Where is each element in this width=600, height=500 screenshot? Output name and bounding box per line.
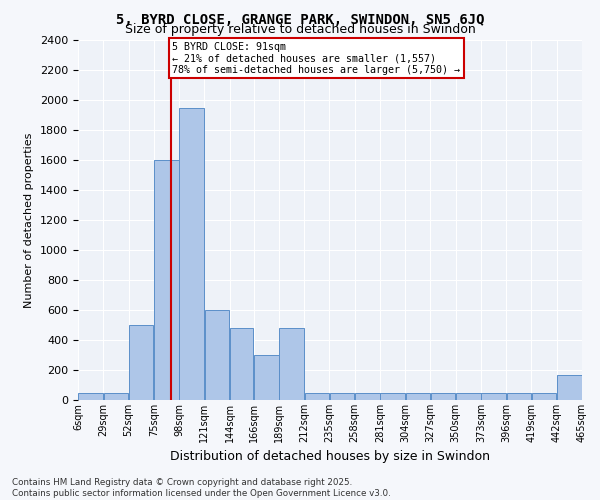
Bar <box>481 392 506 400</box>
Bar <box>406 392 430 400</box>
Bar <box>230 328 253 400</box>
Bar <box>305 392 329 400</box>
Bar <box>179 108 204 400</box>
Bar <box>129 325 154 400</box>
Text: 5 BYRD CLOSE: 91sqm
← 21% of detached houses are smaller (1,557)
78% of semi-det: 5 BYRD CLOSE: 91sqm ← 21% of detached ho… <box>172 42 460 74</box>
X-axis label: Distribution of detached houses by size in Swindon: Distribution of detached houses by size … <box>170 450 490 464</box>
Bar <box>280 328 304 400</box>
Bar <box>254 355 278 400</box>
Bar <box>79 392 103 400</box>
Text: Contains HM Land Registry data © Crown copyright and database right 2025.
Contai: Contains HM Land Registry data © Crown c… <box>12 478 391 498</box>
Bar <box>506 392 531 400</box>
Bar <box>330 392 355 400</box>
Text: 5, BYRD CLOSE, GRANGE PARK, SWINDON, SN5 6JQ: 5, BYRD CLOSE, GRANGE PARK, SWINDON, SN5… <box>116 12 484 26</box>
Bar <box>104 392 128 400</box>
Y-axis label: Number of detached properties: Number of detached properties <box>25 132 34 308</box>
Bar <box>456 392 481 400</box>
Bar <box>532 392 556 400</box>
Bar <box>355 392 380 400</box>
Bar <box>154 160 179 400</box>
Bar <box>557 374 581 400</box>
Bar <box>380 392 405 400</box>
Bar <box>431 392 455 400</box>
Text: Size of property relative to detached houses in Swindon: Size of property relative to detached ho… <box>125 22 475 36</box>
Bar <box>205 310 229 400</box>
